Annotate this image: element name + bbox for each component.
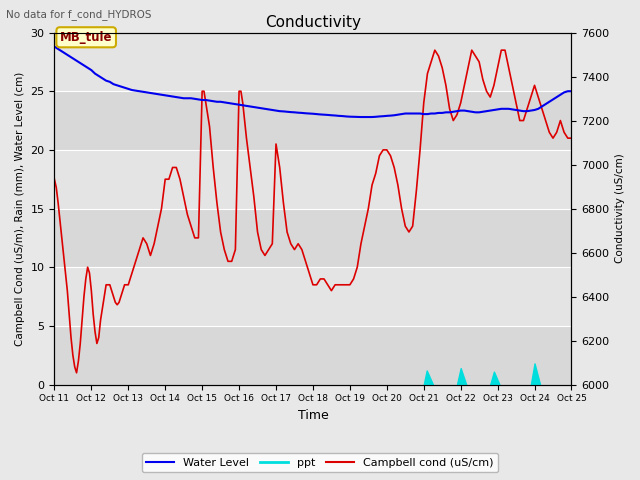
Bar xyxy=(54,267,572,326)
Bar xyxy=(54,91,572,150)
Y-axis label: Conductivity (uS/cm): Conductivity (uS/cm) xyxy=(615,154,625,264)
Bar xyxy=(54,326,572,384)
Text: No data for f_cond_HYDROS: No data for f_cond_HYDROS xyxy=(6,9,152,20)
Bar xyxy=(54,208,572,267)
Bar xyxy=(54,150,572,208)
X-axis label: Time: Time xyxy=(298,409,328,422)
Text: MB_tule: MB_tule xyxy=(60,31,113,44)
Legend: Water Level, ppt, Campbell cond (uS/cm): Water Level, ppt, Campbell cond (uS/cm) xyxy=(142,453,498,472)
Y-axis label: Campbell Cond (uS/m), Rain (mm), Water Level (cm): Campbell Cond (uS/m), Rain (mm), Water L… xyxy=(15,72,25,346)
Title: Conductivity: Conductivity xyxy=(265,15,361,30)
Bar xyxy=(54,33,572,91)
